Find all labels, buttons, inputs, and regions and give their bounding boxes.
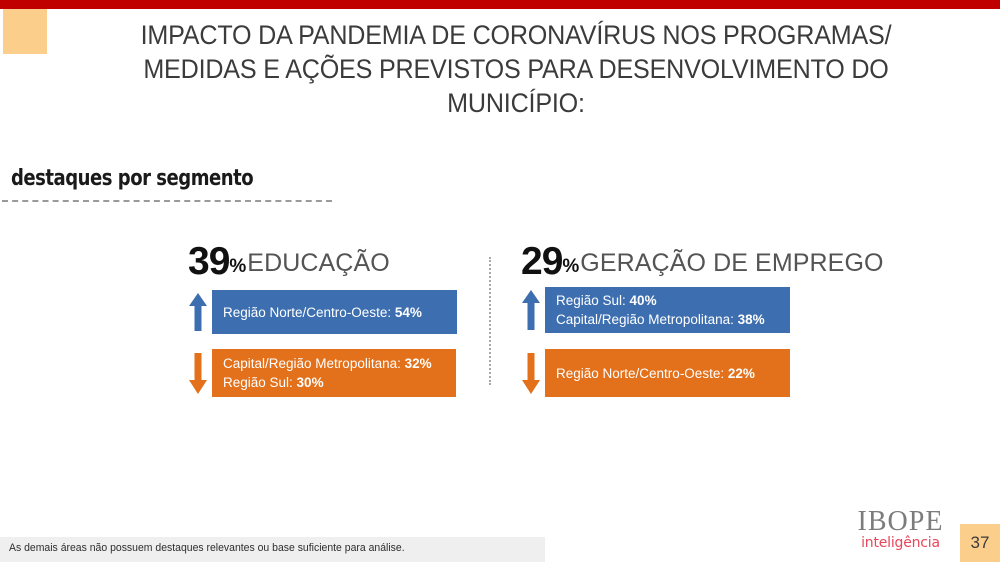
segment-percent: 39 [188, 240, 230, 283]
segment-percent-sign: % [562, 256, 580, 277]
arrow-down-icon [188, 351, 212, 395]
logo-wordmark: IBOPE [857, 506, 944, 537]
highlight-box-down-educacao: Capital/Região Metropolitana: 32% Região… [212, 349, 456, 397]
segment-header-emprego: 29%GERAÇÃO DE EMPREGO [521, 240, 884, 286]
highlight-line-value: 30% [296, 375, 324, 390]
segment-percent-sign: % [229, 256, 247, 277]
page-number: 37 [970, 533, 990, 552]
highlight-line-prefix: Região Sul: [223, 375, 297, 390]
highlight-line-value: 22% [727, 365, 755, 381]
title-accent-square [3, 9, 47, 54]
highlight-line: Capital/Região Metropolitana: 32% [223, 354, 456, 373]
highlight-line-value: 38% [737, 312, 765, 327]
highlight-row-up-emprego[interactable]: Região Sul: 40% Capital/Região Metropoli… [521, 287, 790, 333]
arrow-down-icon [521, 351, 545, 395]
segment-percent: 29 [521, 240, 563, 283]
highlight-box-down-emprego: Região Norte/Centro-Oeste: 22% [545, 349, 790, 397]
highlight-line-prefix: Capital/Região Metropolitana: [223, 356, 405, 371]
highlight-line-value: 40% [629, 293, 657, 308]
highlight-line-value: 32% [404, 356, 432, 371]
highlight-row-up-educacao[interactable]: Região Norte/Centro-Oeste: 54% [188, 290, 457, 334]
highlight-box-up-educacao: Região Norte/Centro-Oeste: 54% [212, 290, 457, 334]
highlight-row-down-emprego[interactable]: Região Norte/Centro-Oeste: 22% [521, 349, 790, 397]
segment-educacao: 39%EDUCAÇÃO Região Norte/Centro-Oeste: 5… [188, 240, 457, 397]
footnote-text: As demais áreas não possuem destaques re… [9, 542, 405, 554]
page-number-box: 37 [960, 524, 1000, 562]
arrow-up-icon [521, 289, 545, 331]
ibope-logo: IBOPE inteligência [843, 506, 958, 552]
highlight-box-up-emprego: Região Sul: 40% Capital/Região Metropoli… [545, 287, 790, 333]
column-divider [489, 257, 491, 385]
top-accent-bar [0, 0, 1000, 9]
page-title: IMPACTO DA PANDEMIA DE CORONAVÍRUS NOS P… [140, 20, 892, 118]
section-divider [2, 200, 332, 202]
highlight-line-value: 54% [394, 304, 422, 320]
logo-tagline: inteligência [861, 535, 940, 551]
arrow-up-icon [188, 292, 212, 332]
highlight-line-prefix: Região Sul: [556, 293, 630, 308]
segment-label: EDUCAÇÃO [247, 249, 390, 277]
segment-label: GERAÇÃO DE EMPREGO [580, 249, 884, 277]
highlight-line: Região Sul: 40% [556, 291, 790, 310]
highlight-line: Região Norte/Centro-Oeste: 22% [556, 364, 790, 383]
highlight-line: Região Norte/Centro-Oeste: 54% [223, 303, 457, 322]
highlight-line: Região Sul: 30% [223, 373, 456, 392]
segment-geracao-de-emprego: 29%GERAÇÃO DE EMPREGO Região Sul: 40% Ca… [521, 240, 884, 397]
highlight-line-prefix: Região Norte/Centro-Oeste: [223, 304, 395, 320]
highlight-line-prefix: Região Norte/Centro-Oeste: [556, 365, 728, 381]
footnote-band [0, 537, 545, 562]
highlight-row-down-educacao[interactable]: Capital/Região Metropolitana: 32% Região… [188, 349, 456, 397]
highlight-line: Capital/Região Metropolitana: 38% [556, 310, 790, 329]
section-heading: destaques por segmento [11, 166, 254, 191]
segment-header-educacao: 39%EDUCAÇÃO [188, 240, 390, 286]
highlight-line-prefix: Capital/Região Metropolitana: [556, 312, 738, 327]
